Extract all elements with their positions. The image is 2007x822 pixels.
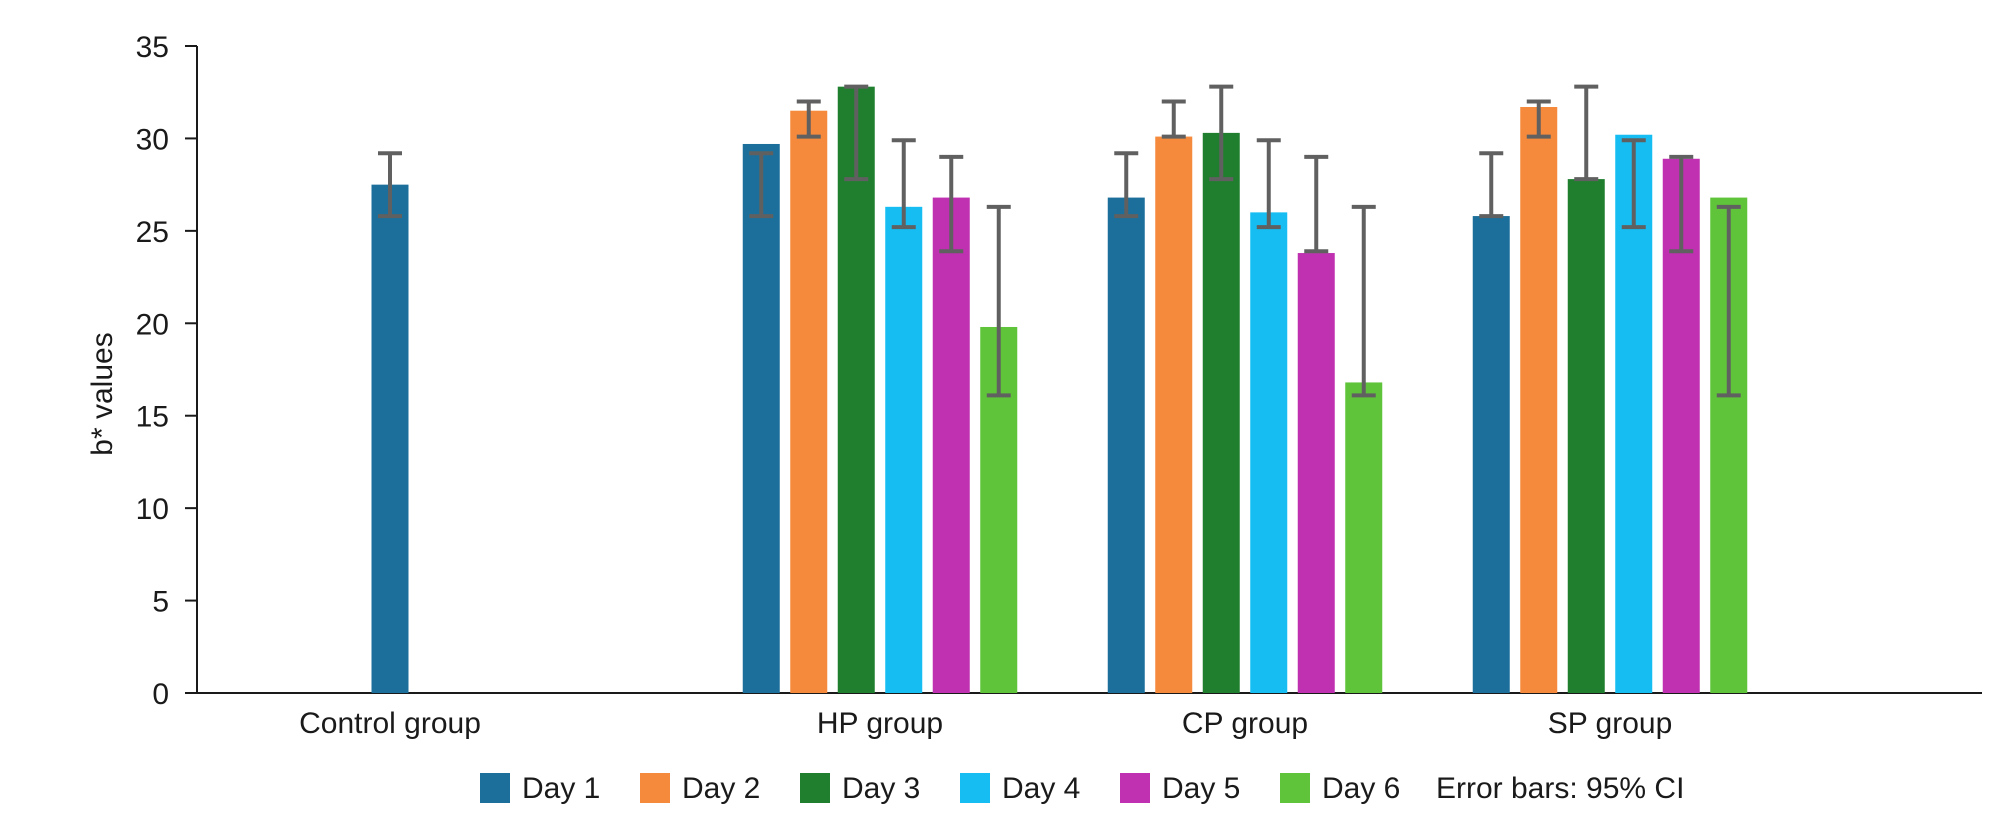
legend-label: Day 6 <box>1322 772 1400 805</box>
legend-label: Day 4 <box>1002 772 1080 805</box>
bar <box>1472 216 1510 693</box>
x-tick-label: Control group <box>299 707 481 740</box>
legend-swatch <box>480 773 510 803</box>
x-tick-label: CP group <box>1182 707 1308 740</box>
legend-item: Day 6 <box>1280 772 1400 805</box>
legend-label: Day 3 <box>842 772 920 805</box>
x-tick-label: HP group <box>817 707 943 740</box>
bars <box>371 86 1748 694</box>
bar <box>1202 132 1240 693</box>
legend-item: Day 2 <box>640 772 760 805</box>
y-tick-label: 10 <box>136 493 169 526</box>
y-tick-label: 25 <box>136 216 169 249</box>
y-tick-label: 0 <box>152 678 169 711</box>
bar <box>1297 253 1335 694</box>
y-tick-label: 30 <box>136 123 169 156</box>
error-bar <box>378 151 402 219</box>
legend-swatch <box>640 773 670 803</box>
legend-swatch <box>1280 773 1310 803</box>
bar <box>742 143 780 693</box>
legend-label: Day 2 <box>682 772 760 805</box>
legend-label: Day 1 <box>522 772 600 805</box>
y-tick-label: 20 <box>136 308 169 341</box>
legend: Day 1 Day 2 Day 3 Day 4 Day 5 Day 6 <box>480 772 1400 805</box>
legend-swatch <box>960 773 990 803</box>
bar <box>932 197 970 693</box>
x-tick-label: SP group <box>1548 707 1673 740</box>
error-bar <box>1351 204 1376 398</box>
legend-item: Day 3 <box>800 772 920 805</box>
error-bar <box>1574 84 1599 182</box>
error-bar <box>796 99 821 139</box>
legend-label: Day 5 <box>1162 772 1240 805</box>
bar <box>885 206 923 693</box>
error-bar <box>1209 84 1234 182</box>
bar <box>1250 212 1288 693</box>
bar <box>1345 382 1383 693</box>
legend-item: Day 4 <box>960 772 1080 805</box>
legend-swatch <box>800 773 830 803</box>
bar <box>1567 179 1605 693</box>
tick-labels: 0 5 10 15 20 25 30 35 Control group HP group CP gr… <box>136 31 1673 740</box>
error-bar <box>749 151 774 219</box>
error-bar-note: Error bars: 95% CI <box>1436 772 1684 805</box>
y-tick-label: 35 <box>136 31 169 64</box>
error-bar <box>1621 138 1646 230</box>
error-bar <box>844 84 869 182</box>
legend-item: Day 5 <box>1120 772 1240 805</box>
error-bar <box>1669 154 1694 254</box>
bar <box>790 110 828 693</box>
error-bar <box>1161 99 1186 139</box>
error-bar <box>1304 154 1329 254</box>
bar <box>1520 107 1558 693</box>
legend-swatch <box>1120 773 1150 803</box>
bar <box>1155 136 1193 693</box>
error-bar <box>1114 151 1139 219</box>
y-axis-label: b* values <box>86 332 119 455</box>
error-bar <box>1479 151 1504 219</box>
bar <box>837 86 875 693</box>
y-tick-label: 5 <box>152 586 169 619</box>
error-bar <box>986 204 1011 398</box>
legend-item: Day 1 <box>480 772 600 805</box>
error-bar <box>1526 99 1551 139</box>
error-bar <box>1256 138 1281 230</box>
error-bars <box>378 84 1741 398</box>
bar <box>1107 197 1145 693</box>
error-bar <box>1716 204 1741 398</box>
bar <box>371 184 409 693</box>
y-tick-label: 15 <box>136 401 169 434</box>
error-bar <box>891 138 916 230</box>
error-bar <box>939 154 964 254</box>
